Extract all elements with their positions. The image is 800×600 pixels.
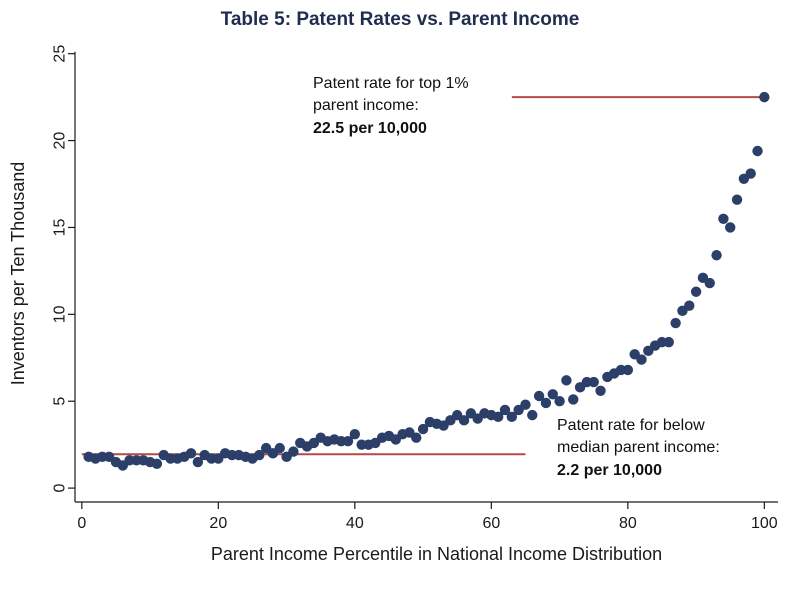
x-tick-label: 20 <box>209 515 227 532</box>
y-tick-label: 5 <box>52 397 69 406</box>
data-point <box>533 390 545 402</box>
data-point <box>663 336 674 348</box>
data-point <box>506 411 518 423</box>
data-point <box>588 376 599 388</box>
y-tick-label: 0 <box>52 484 69 493</box>
x-tick-label: 80 <box>619 515 637 532</box>
annotation-bottom-line-1: Patent rate for below <box>557 417 705 434</box>
data-point <box>731 194 743 205</box>
y-axis-label: Inventors per Ten Thousand <box>8 162 28 386</box>
data-point <box>342 435 354 447</box>
data-point <box>568 394 579 405</box>
x-tick-label: 100 <box>751 515 778 532</box>
data-point <box>349 429 361 440</box>
data-point <box>711 250 722 261</box>
data-point <box>547 389 558 400</box>
data-points <box>83 91 770 471</box>
data-point <box>520 399 531 410</box>
annotation-top-line-1: Patent rate for top 1% <box>313 75 469 92</box>
y-tick-label: 15 <box>52 218 69 236</box>
data-point <box>725 222 736 233</box>
data-point <box>595 385 606 396</box>
data-point <box>718 213 729 224</box>
data-point <box>192 456 204 468</box>
x-tick-label: 40 <box>346 515 364 532</box>
data-point <box>458 415 470 426</box>
data-point <box>411 432 422 443</box>
x-axis-ticks: 0 20 40 60 80 100 <box>77 502 778 532</box>
data-point <box>622 364 634 376</box>
data-point <box>704 277 715 289</box>
data-point <box>684 300 695 311</box>
y-tick-label: 25 <box>52 45 69 63</box>
data-point <box>527 409 538 421</box>
chart-title: Table 5: Patent Rates vs. Parent Income <box>221 9 580 30</box>
x-tick-label: 0 <box>77 515 86 532</box>
data-point <box>540 397 552 409</box>
annotation-bottom-line-2: median parent income: <box>557 439 720 456</box>
data-point <box>554 396 565 407</box>
data-point <box>690 286 702 297</box>
data-point <box>759 91 770 103</box>
data-point <box>670 317 681 329</box>
annotation-bottom-value: 2.2 per 10,000 <box>557 462 662 479</box>
y-tick-label: 10 <box>52 305 69 323</box>
data-point <box>185 448 197 459</box>
data-point <box>288 446 299 457</box>
data-point <box>274 442 285 454</box>
data-point <box>499 404 511 416</box>
data-point <box>151 458 163 469</box>
x-axis-label: Parent Income Percentile in National Inc… <box>211 544 662 564</box>
annotation-top-value: 22.5 per 10,000 <box>313 120 427 137</box>
reference-lines <box>81 96 765 456</box>
y-axis-ticks: 0 5 10 15 20 25 <box>52 45 75 493</box>
data-point <box>636 354 647 365</box>
data-point <box>492 411 504 423</box>
annotation-top-line-2: parent income: <box>313 97 419 114</box>
data-point <box>417 423 429 435</box>
data-point <box>561 375 572 386</box>
data-point <box>752 145 763 157</box>
x-tick-label: 60 <box>482 515 500 532</box>
data-point <box>254 449 265 461</box>
y-tick-label: 20 <box>52 132 69 150</box>
data-point <box>745 168 756 179</box>
